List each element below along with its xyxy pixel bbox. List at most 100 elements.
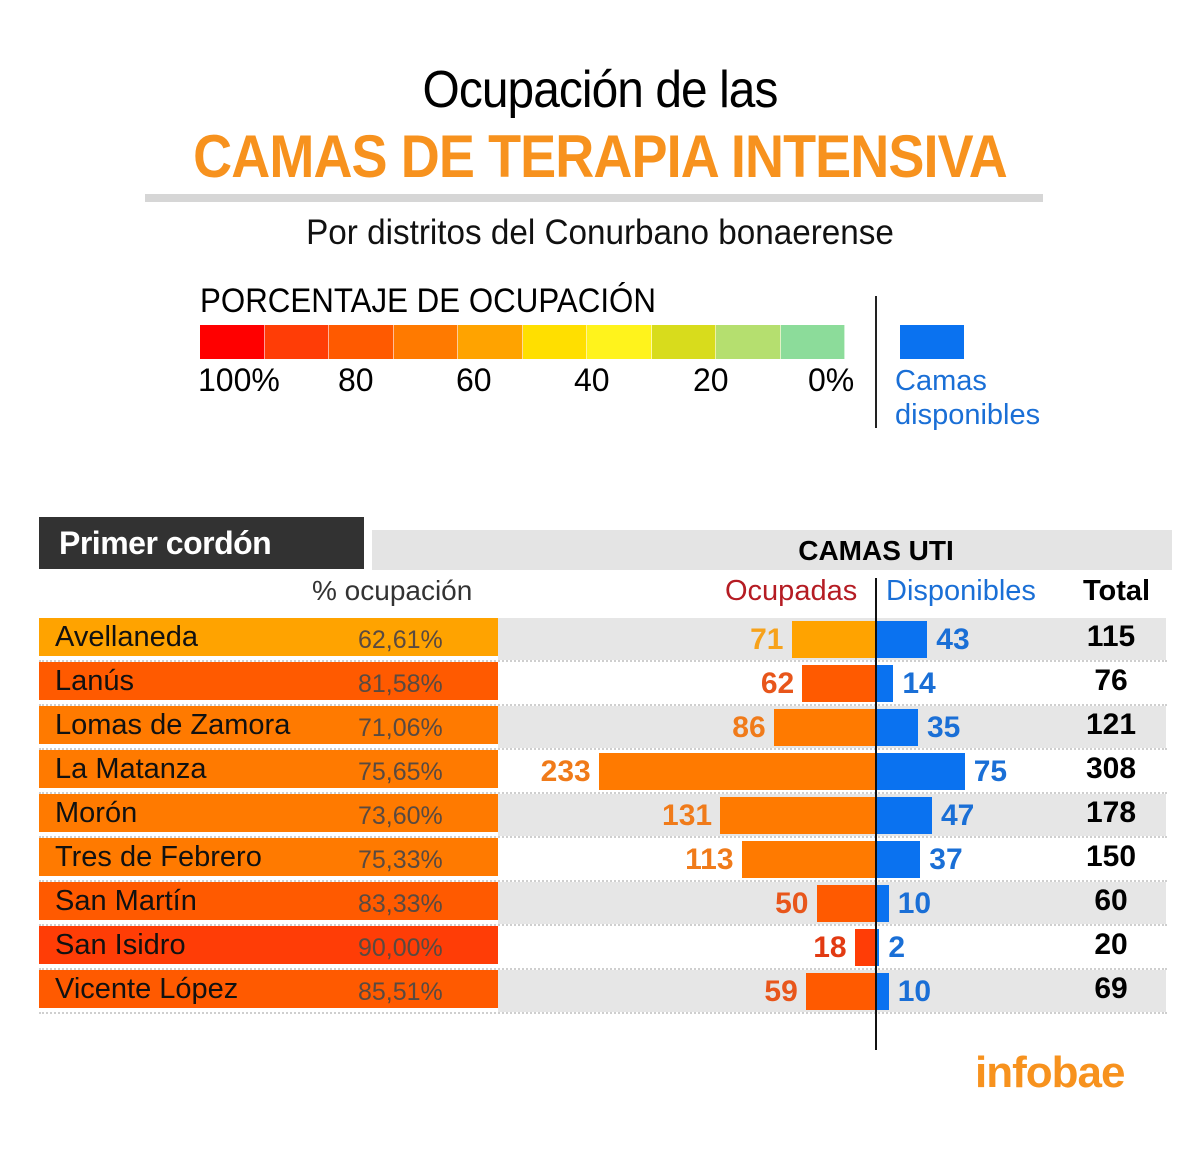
row-separator	[39, 1012, 1167, 1014]
district-cell	[39, 794, 498, 832]
scale-step-1	[264, 325, 329, 359]
column-header-available: Disponibles	[886, 575, 1036, 607]
district-name: Tres de Febrero	[55, 841, 262, 873]
available-bar	[877, 753, 965, 790]
scale-tick-label: 0%	[808, 362, 855, 398]
district-name: San Martín	[55, 885, 197, 917]
column-header-occupancy: % ocupación	[312, 575, 473, 606]
scale-tick-label: 20	[693, 362, 729, 398]
district-cell	[39, 838, 498, 876]
scale-tick-label: 80	[338, 362, 374, 398]
occupied-value: 71	[750, 623, 784, 656]
available-value: 10	[897, 975, 932, 1008]
available-legend-label: Camas disponibles	[895, 364, 1040, 432]
district-cell	[39, 926, 498, 964]
occupied-bar	[854, 929, 876, 966]
occupied-bar	[791, 621, 876, 658]
district-name: Morón	[55, 797, 138, 829]
district-name: San Isidro	[55, 929, 186, 961]
district-name: Lomas de Zamora	[55, 709, 291, 741]
subtitle: Por distritos del Conurbano bonaerense	[306, 213, 894, 252]
column-header-occupied: Ocupadas	[725, 575, 858, 607]
column-header-total: Total	[1083, 575, 1151, 607]
district-name: Avellaneda	[55, 621, 198, 653]
available-bar	[877, 709, 918, 746]
available-value: 75	[973, 755, 1008, 788]
occupancy-percent: 75,65%	[358, 758, 443, 786]
available-value: 47	[940, 799, 975, 832]
scale-step-8	[716, 325, 781, 359]
available-value: 35	[926, 711, 961, 744]
occupied-bar	[805, 973, 876, 1010]
available-bar	[877, 841, 921, 878]
occupied-value: 113	[685, 843, 734, 876]
occupied-value: 86	[732, 711, 766, 744]
legend-title: PORCENTAJE DE OCUPACIÓN	[200, 282, 656, 320]
available-bar	[877, 929, 880, 966]
occupancy-percent: 62,61%	[358, 626, 443, 654]
infobae-logo: infobae	[975, 1048, 1125, 1097]
district-name: Lanús	[55, 665, 135, 697]
district-cell	[39, 750, 498, 788]
scale-step-0	[200, 325, 265, 359]
occupied-value: 18	[813, 931, 847, 964]
scale-step-3	[393, 325, 458, 359]
scale-tick-label: 40	[574, 362, 610, 398]
available-value: 43	[936, 623, 970, 656]
scale-tick-label: 100%	[198, 362, 280, 398]
available-value: 14	[902, 667, 936, 700]
row-separator	[39, 704, 1167, 706]
row-separator	[39, 792, 1167, 794]
occupied-bar	[741, 841, 876, 878]
total-value: 121	[1085, 708, 1137, 741]
scale-step-7	[651, 325, 716, 359]
total-value: 69	[1094, 972, 1128, 1005]
scale-step-4	[458, 325, 523, 359]
total-value: 76	[1094, 664, 1128, 697]
total-value: 20	[1094, 928, 1128, 961]
occupancy-percent: 81,58%	[358, 670, 443, 698]
occupied-value: 62	[760, 667, 795, 700]
available-label-line: Camas	[895, 365, 987, 397]
total-value: 308	[1085, 752, 1137, 785]
occupied-bar	[816, 885, 876, 922]
row-separator	[39, 968, 1167, 970]
row-separator	[39, 836, 1167, 838]
section-title: Primer cordón	[39, 517, 364, 569]
occupied-value: 131	[662, 799, 713, 832]
available-bar	[877, 797, 932, 834]
row-separator	[39, 660, 1167, 662]
total-value: 115	[1086, 620, 1136, 653]
scale-step-6	[587, 325, 652, 359]
available-value: 2	[888, 931, 906, 964]
available-value: 10	[897, 887, 932, 920]
occupancy-percent: 83,33%	[358, 890, 443, 918]
title-line-2: CAMAS DE TERAPIA INTENSIVA	[193, 123, 1008, 190]
available-bar	[877, 885, 889, 922]
row-separator	[39, 880, 1167, 882]
district-cell	[39, 882, 498, 920]
district-cell	[39, 970, 498, 1008]
title-divider	[145, 194, 1043, 202]
center-axis	[875, 578, 877, 1050]
occupancy-percent: 71,06%	[358, 714, 443, 742]
scale-step-5	[522, 325, 587, 359]
available-value: 37	[929, 843, 963, 876]
title-line-1: Ocupación de las	[422, 61, 779, 119]
scale-step-2	[329, 325, 394, 359]
district-name: La Matanza	[55, 753, 207, 785]
occupied-value: 233	[540, 755, 591, 788]
row-separator	[39, 924, 1167, 926]
available-label-line: disponibles	[895, 399, 1041, 431]
district-cell	[39, 618, 498, 656]
available-bar	[877, 973, 889, 1010]
occupied-value: 59	[764, 975, 798, 1008]
row-separator	[39, 748, 1167, 750]
occupancy-percent: 85,51%	[358, 978, 443, 1006]
district-cell	[39, 706, 498, 744]
total-value: 60	[1094, 884, 1128, 917]
occupancy-percent: 90,00%	[358, 934, 443, 962]
legend-divider	[875, 296, 877, 428]
occupancy-percent: 73,60%	[358, 802, 443, 830]
group-header: CAMAS UTI	[372, 530, 1172, 570]
